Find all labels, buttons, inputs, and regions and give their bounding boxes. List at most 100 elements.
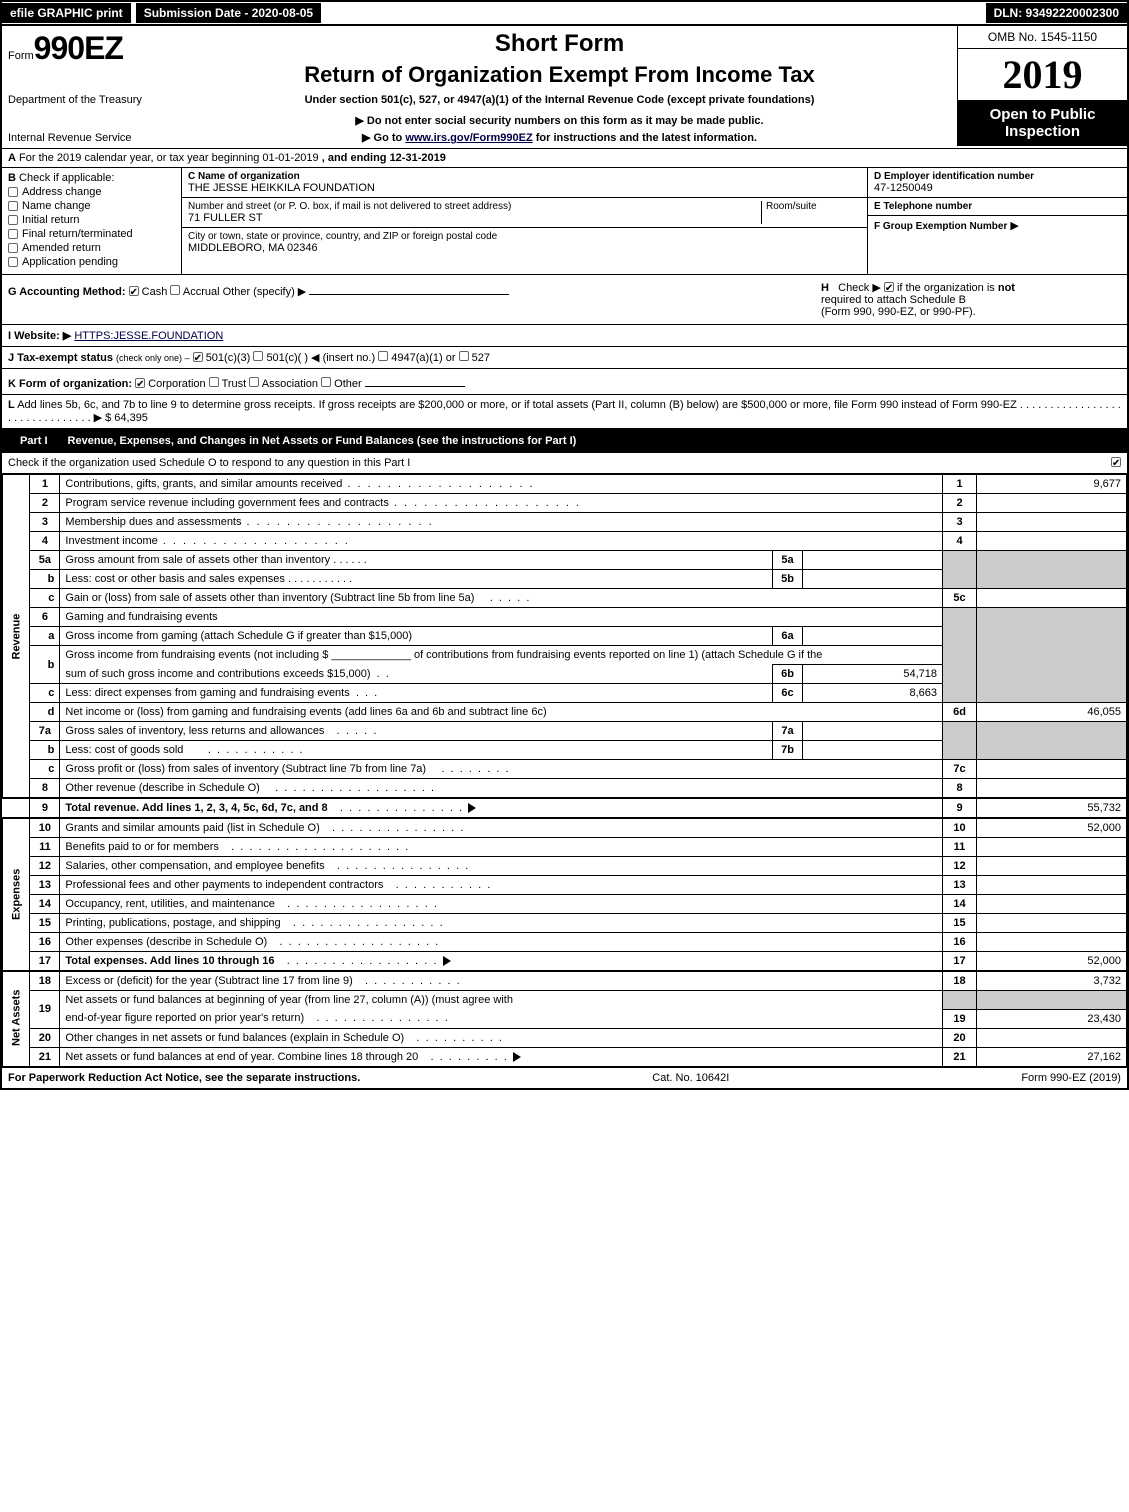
- line-rv: [977, 857, 1127, 876]
- ein-label: D Employer identification number: [874, 171, 1121, 182]
- i-label: I Website: ▶: [8, 330, 71, 342]
- line-a: A For the 2019 calendar year, or tax yea…: [2, 149, 1127, 168]
- l-amount: ▶ $ 64,395: [94, 412, 148, 424]
- line-desc: Salaries, other compensation, and employ…: [60, 857, 943, 876]
- line-rn: 18: [943, 971, 977, 991]
- goto-link[interactable]: www.irs.gov/Form990EZ: [405, 132, 532, 144]
- website-link[interactable]: HTTPS:JESSE.FOUNDATION: [74, 330, 223, 342]
- checkbox-cash[interactable]: ✔: [129, 286, 139, 296]
- street-value: 71 FULLER ST: [188, 212, 761, 224]
- k-assoc: Association: [262, 378, 318, 390]
- table-row: 15 Printing, publications, postage, and …: [3, 914, 1127, 933]
- checkbox-501c[interactable]: [253, 351, 263, 361]
- line-rv: [977, 838, 1127, 857]
- line-num: c: [30, 589, 60, 608]
- line-num: b: [30, 570, 60, 589]
- line-desc: Contributions, gifts, grants, and simila…: [60, 475, 943, 494]
- checkbox-initial-return[interactable]: [8, 215, 18, 225]
- grey-cell: [943, 608, 977, 703]
- table-row: 14 Occupancy, rent, utilities, and maint…: [3, 895, 1127, 914]
- mini-num: 6a: [773, 627, 803, 646]
- dln-number: DLN: 93492220002300: [986, 3, 1127, 23]
- table-row: c Gain or (loss) from sale of assets oth…: [3, 589, 1127, 608]
- line-a-ending: , and ending 12-31-2019: [322, 152, 446, 164]
- expenses-vert-label: Expenses: [3, 818, 30, 971]
- checkbox-trust[interactable]: [209, 377, 219, 387]
- checkbox-501c3[interactable]: ✔: [193, 352, 203, 362]
- line-rv: [977, 513, 1127, 532]
- efile-print-button[interactable]: efile GRAPHIC print: [2, 3, 131, 23]
- checkbox-amended-return[interactable]: [8, 243, 18, 253]
- room-label: Room/suite: [766, 201, 861, 212]
- line-num: 20: [30, 1028, 60, 1047]
- checkbox-final-return[interactable]: [8, 229, 18, 239]
- cash-label: Cash: [142, 286, 168, 298]
- checkbox-name-change[interactable]: [8, 201, 18, 211]
- h-text3: (Form 990, 990-EZ, or 990-PF).: [821, 306, 976, 318]
- arrow-icon: [443, 956, 451, 966]
- k-other-field[interactable]: [365, 373, 465, 387]
- section-bcd: B Check if applicable: Address change Na…: [2, 168, 1127, 275]
- g-label: G Accounting Method:: [8, 286, 126, 298]
- checkbox-527[interactable]: [459, 351, 469, 361]
- part1-label: Part I: [10, 433, 58, 449]
- table-row: 6 Gaming and fundraising events: [3, 608, 1127, 627]
- checkbox-accrual[interactable]: [170, 285, 180, 295]
- h-not: not: [998, 282, 1015, 294]
- line-num: 5a: [30, 551, 60, 570]
- line-num: 6: [30, 608, 60, 627]
- line-rv: 46,055: [977, 703, 1127, 722]
- line-num: 12: [30, 857, 60, 876]
- row-g: G Accounting Method: ✔ Cash Accrual Othe…: [8, 281, 821, 318]
- checkbox-application-pending[interactable]: [8, 257, 18, 267]
- j-opt2: 501(c)( ) ◀ (insert no.): [266, 352, 375, 364]
- checkbox-association[interactable]: [249, 377, 259, 387]
- checkbox-address-change[interactable]: [8, 187, 18, 197]
- other-specify-field[interactable]: [309, 281, 509, 295]
- line-desc: Other expenses (describe in Schedule O) …: [60, 933, 943, 952]
- line-desc: Other changes in net assets or fund bala…: [60, 1028, 943, 1047]
- line-desc: Net assets or fund balances at beginning…: [60, 991, 943, 1010]
- label-b: B: [8, 172, 16, 184]
- opt-final-return: Final return/terminated: [22, 228, 133, 240]
- row-gh: G Accounting Method: ✔ Cash Accrual Othe…: [2, 275, 1127, 325]
- return-title: Return of Organization Exempt From Incom…: [168, 62, 951, 88]
- line-rv: 27,162: [977, 1047, 1127, 1066]
- j-hint: (check only one) –: [116, 353, 190, 363]
- row-k: K Form of organization: ✔ Corporation Tr…: [2, 369, 1127, 395]
- header-middle: Short Form Return of Organization Exempt…: [162, 26, 957, 148]
- label-a: A: [8, 152, 16, 164]
- part1-table: Revenue 1 Contributions, gifts, grants, …: [2, 474, 1127, 1067]
- line-num: 19: [30, 991, 60, 1029]
- table-row: Net Assets 18 Excess or (deficit) for th…: [3, 971, 1127, 991]
- mini-val: [803, 570, 943, 589]
- line-rn: 8: [943, 779, 977, 799]
- under-section-text: Under section 501(c), 527, or 4947(a)(1)…: [168, 94, 951, 106]
- line-rn: 10: [943, 818, 977, 838]
- line-desc: Program service revenue including govern…: [60, 494, 943, 513]
- grey-cell: [977, 722, 1127, 760]
- form-container: efile GRAPHIC print Submission Date - 20…: [0, 0, 1129, 1090]
- line-num: 11: [30, 838, 60, 857]
- line-rv: 52,000: [977, 818, 1127, 838]
- line-desc: Net income or (loss) from gaming and fun…: [60, 703, 943, 722]
- line-desc: sum of such gross income and contributio…: [60, 665, 773, 684]
- checkbox-corporation[interactable]: ✔: [135, 378, 145, 388]
- do-not-enter-text: ▶ Do not enter social security numbers o…: [168, 114, 951, 127]
- grey-cell: [977, 991, 1127, 1010]
- checkbox-4947[interactable]: [378, 351, 388, 361]
- checkbox-other-org[interactable]: [321, 377, 331, 387]
- checkbox-schedule-o[interactable]: ✔: [1111, 457, 1121, 467]
- table-row: Revenue 1 Contributions, gifts, grants, …: [3, 475, 1127, 494]
- checkbox-h[interactable]: ✔: [884, 282, 894, 292]
- org-name: THE JESSE HEIKKILA FOUNDATION: [188, 182, 861, 194]
- line-num: 9: [30, 798, 60, 818]
- table-row: 17 Total expenses. Add lines 10 through …: [3, 952, 1127, 972]
- line-desc: Gross income from fundraising events (no…: [60, 646, 943, 665]
- goto-text: ▶ Go to www.irs.gov/Form990EZ for instru…: [168, 131, 951, 144]
- table-row: 12 Salaries, other compensation, and emp…: [3, 857, 1127, 876]
- line-desc: Benefits paid to or for members . . . . …: [60, 838, 943, 857]
- line-rv: 55,732: [977, 798, 1127, 818]
- name-label: C Name of organization: [188, 171, 861, 182]
- j-opt1: 501(c)(3): [206, 352, 251, 364]
